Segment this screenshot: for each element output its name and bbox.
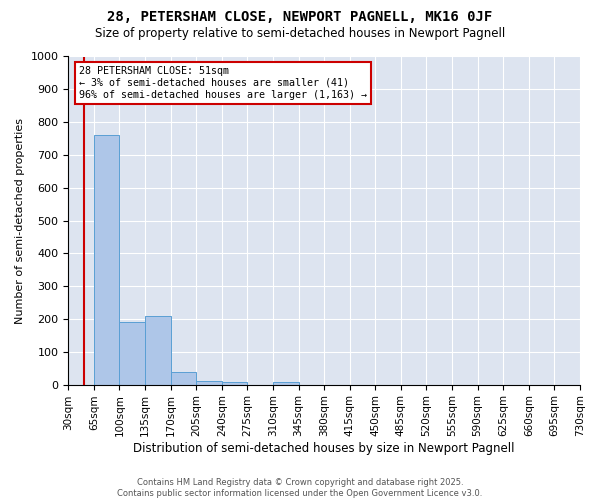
- Bar: [273, 382, 299, 384]
- Bar: [94, 135, 119, 384]
- Text: 28, PETERSHAM CLOSE, NEWPORT PAGNELL, MK16 0JF: 28, PETERSHAM CLOSE, NEWPORT PAGNELL, MK…: [107, 10, 493, 24]
- Text: 28 PETERSHAM CLOSE: 51sqm
← 3% of semi-detached houses are smaller (41)
96% of s: 28 PETERSHAM CLOSE: 51sqm ← 3% of semi-d…: [79, 66, 367, 100]
- Bar: [196, 382, 222, 384]
- Y-axis label: Number of semi-detached properties: Number of semi-detached properties: [15, 118, 25, 324]
- X-axis label: Distribution of semi-detached houses by size in Newport Pagnell: Distribution of semi-detached houses by …: [133, 442, 515, 455]
- Bar: [145, 316, 170, 384]
- Bar: [119, 322, 145, 384]
- Bar: [222, 382, 247, 384]
- Text: Contains HM Land Registry data © Crown copyright and database right 2025.
Contai: Contains HM Land Registry data © Crown c…: [118, 478, 482, 498]
- Text: Size of property relative to semi-detached houses in Newport Pagnell: Size of property relative to semi-detach…: [95, 28, 505, 40]
- Bar: [170, 372, 196, 384]
